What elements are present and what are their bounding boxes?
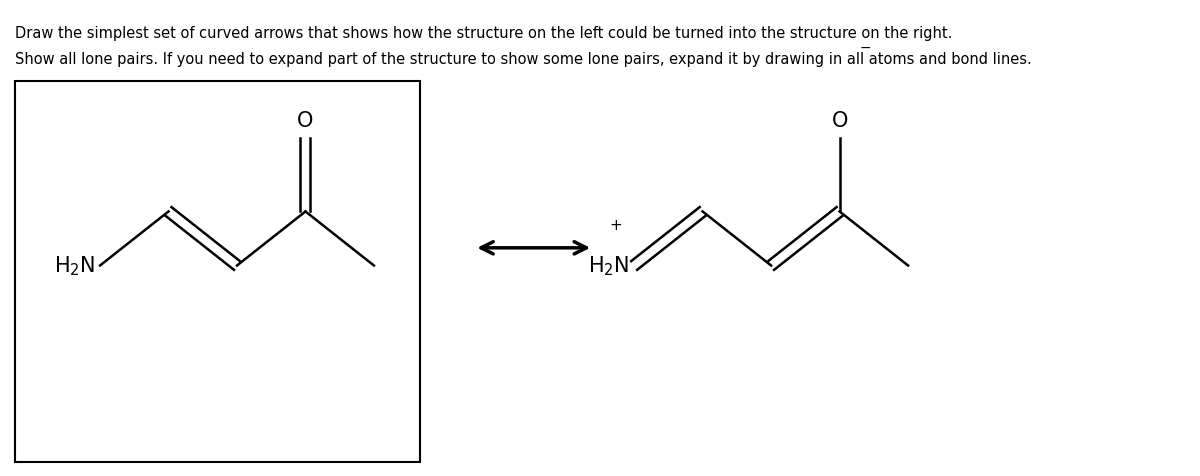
- Text: O: O: [832, 111, 847, 130]
- Bar: [16, 81, 420, 462]
- Text: $\mathregular{H_2N}$: $\mathregular{H_2N}$: [54, 254, 96, 278]
- Text: +: +: [610, 217, 623, 232]
- Text: Show all lone pairs. If you need to expand part of the structure to show some lo: Show all lone pairs. If you need to expa…: [16, 52, 1032, 67]
- Text: $\mathregular{H_2N}$: $\mathregular{H_2N}$: [588, 254, 630, 278]
- Text: −: −: [859, 41, 871, 55]
- Text: Draw the simplest set of curved arrows that shows how the structure on the left : Draw the simplest set of curved arrows t…: [16, 26, 953, 40]
- Text: O: O: [298, 111, 313, 130]
